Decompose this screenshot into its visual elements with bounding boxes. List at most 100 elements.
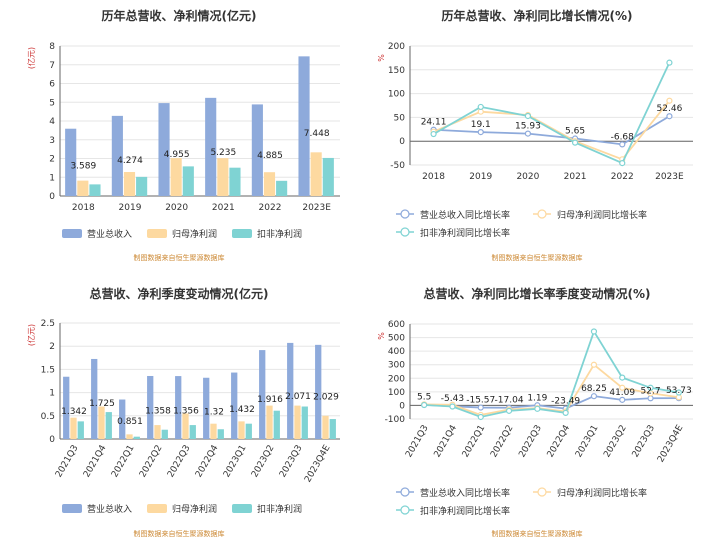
x-tick-label: 2022 (611, 172, 634, 182)
bar-net-profit (263, 172, 276, 196)
legend-label: 营业总收入 (87, 228, 132, 240)
unit-label: (亿元) (26, 324, 36, 346)
series-point (619, 141, 626, 148)
legend-label: 归母净利润同比增长率 (557, 487, 647, 499)
y-tick-label: -100 (385, 415, 406, 425)
series-line (424, 395, 679, 410)
x-tick-label: 2018 (72, 203, 95, 213)
y-tick-label: 400 (388, 347, 405, 357)
x-tick-label: 2020 (165, 203, 188, 213)
data-label: -15.57 (466, 396, 495, 406)
x-tick-label: 2022Q3 (517, 424, 544, 460)
series-point (477, 129, 484, 136)
y-tick-label: 100 (388, 388, 405, 398)
bar-deducted-profit (322, 157, 334, 196)
y-tick-label: 4 (49, 117, 55, 127)
bar-revenue (315, 344, 322, 439)
quarterly-growth-svg: 总营收、净利同比增长率季度变动情况(%)% -100 0 100 200 300 400 50… (377, 286, 693, 538)
y-tick-label: 1.5 (41, 365, 55, 375)
legend-label: 扣非净利润 (257, 503, 302, 515)
series-point (619, 396, 626, 403)
x-tick-label: 2022Q1 (461, 424, 488, 460)
data-label: 15.93 (515, 122, 541, 132)
y-tick-label: 0.5 (41, 412, 55, 422)
bar-net-profit (266, 405, 273, 439)
legend-marker (537, 209, 547, 219)
x-tick-label: 2022Q2 (489, 424, 516, 460)
series-line (424, 363, 679, 416)
data-label: 52.46 (657, 104, 683, 114)
data-label: 1.342 (61, 407, 87, 417)
data-label: 1.356 (173, 407, 199, 417)
y-tick-label: 3 (49, 136, 55, 146)
legend-marker (400, 505, 410, 515)
x-tick-label: 2019 (119, 203, 142, 213)
y-tick-label: 6 (49, 80, 55, 90)
unit-label: % (377, 54, 386, 62)
y-tick-label: 300 (388, 361, 405, 371)
series-point (666, 97, 673, 104)
bar-revenue (231, 372, 238, 439)
x-tick-label: 2020 (516, 172, 539, 182)
series-point (590, 328, 598, 335)
bar-net-profit (182, 413, 189, 439)
annual-growth-chart: 历年总营收、净利同比增长情况(%)% -50 0 50 100 150 200 2018 201… (358, 0, 716, 278)
y-tick-label: 100 (388, 90, 405, 100)
series-line (433, 100, 671, 161)
data-label: 5.235 (210, 148, 236, 158)
bar-revenue (119, 399, 126, 439)
x-tick-label: 2022Q4 (194, 443, 221, 479)
data-label: 1.432 (229, 405, 255, 415)
data-label: 2.029 (313, 393, 339, 403)
bar-revenue (91, 358, 98, 439)
annual-revenue-profit-svg: 历年总营收、净利情况(亿元) (亿元) 0 1 2 3 4 5 6 7 8 2018 2019 2020 2… (26, 8, 340, 262)
series-point (666, 113, 673, 120)
series-point (430, 130, 437, 138)
series-point (534, 405, 541, 412)
x-tick-label: 2023E (302, 203, 331, 213)
bar-net-profit (170, 158, 182, 196)
series-point (647, 395, 654, 402)
x-tick-label: 2021 (564, 172, 587, 182)
bar-deducted-profit (229, 167, 241, 196)
data-label: 5.5 (417, 393, 431, 403)
y-tick-label: 200 (388, 374, 405, 384)
bar-net-profit (154, 425, 161, 439)
series-point (505, 407, 513, 414)
y-tick-label: 500 (388, 334, 405, 344)
annual-growth-svg: 历年总营收、净利同比增长情况(%)% -50 0 50 100 150 200 2018 201… (377, 8, 693, 262)
y-tick-label: 1 (49, 389, 55, 399)
series-point (477, 404, 484, 411)
series-point (590, 393, 598, 400)
y-tick-label: 2 (49, 342, 55, 352)
quarterly-revenue-profit-chart: 总营收、净利季度变动情况(亿元) (亿元) 0 0.5 1 1.5 2 2.5 2021Q3 20… (0, 278, 358, 556)
data-label: 4.885 (257, 151, 283, 161)
series-point (524, 112, 532, 120)
y-tick-label: 50 (394, 113, 406, 123)
x-tick-label: 2023Q3 (278, 444, 305, 480)
legend-swatch (62, 229, 82, 238)
data-label: 1.916 (257, 395, 283, 405)
bar-net-profit (98, 406, 105, 439)
quarterly-growth-chart: 总营收、净利同比增长率季度变动情况(%)% -100 0 100 200 300 400 50… (358, 278, 716, 556)
legend-swatch (62, 504, 82, 513)
y-tick-label: 2 (49, 155, 55, 165)
x-tick-label: 2018 (422, 172, 445, 182)
x-tick-label: 2021Q4 (82, 443, 109, 479)
chart-title: 历年总营收、净利情况(亿元) (102, 8, 257, 23)
bar-revenue (111, 115, 123, 196)
bar-deducted-profit (182, 166, 194, 196)
bar-revenue (203, 377, 210, 439)
x-tick-label: 2023E (655, 172, 684, 182)
series-point (619, 374, 626, 381)
x-tick-label: 2023Q3 (631, 424, 658, 460)
data-label: -23.49 (551, 397, 580, 407)
bar-revenue (65, 128, 77, 196)
bar-deducted-profit (276, 180, 288, 196)
x-tick-label: 2023Q4E (656, 423, 686, 464)
bar-revenue (298, 56, 310, 196)
series-point (562, 409, 569, 416)
source-note: 制图数据来自恒生聚源数据库 (134, 529, 225, 538)
legend-marker (400, 487, 410, 497)
